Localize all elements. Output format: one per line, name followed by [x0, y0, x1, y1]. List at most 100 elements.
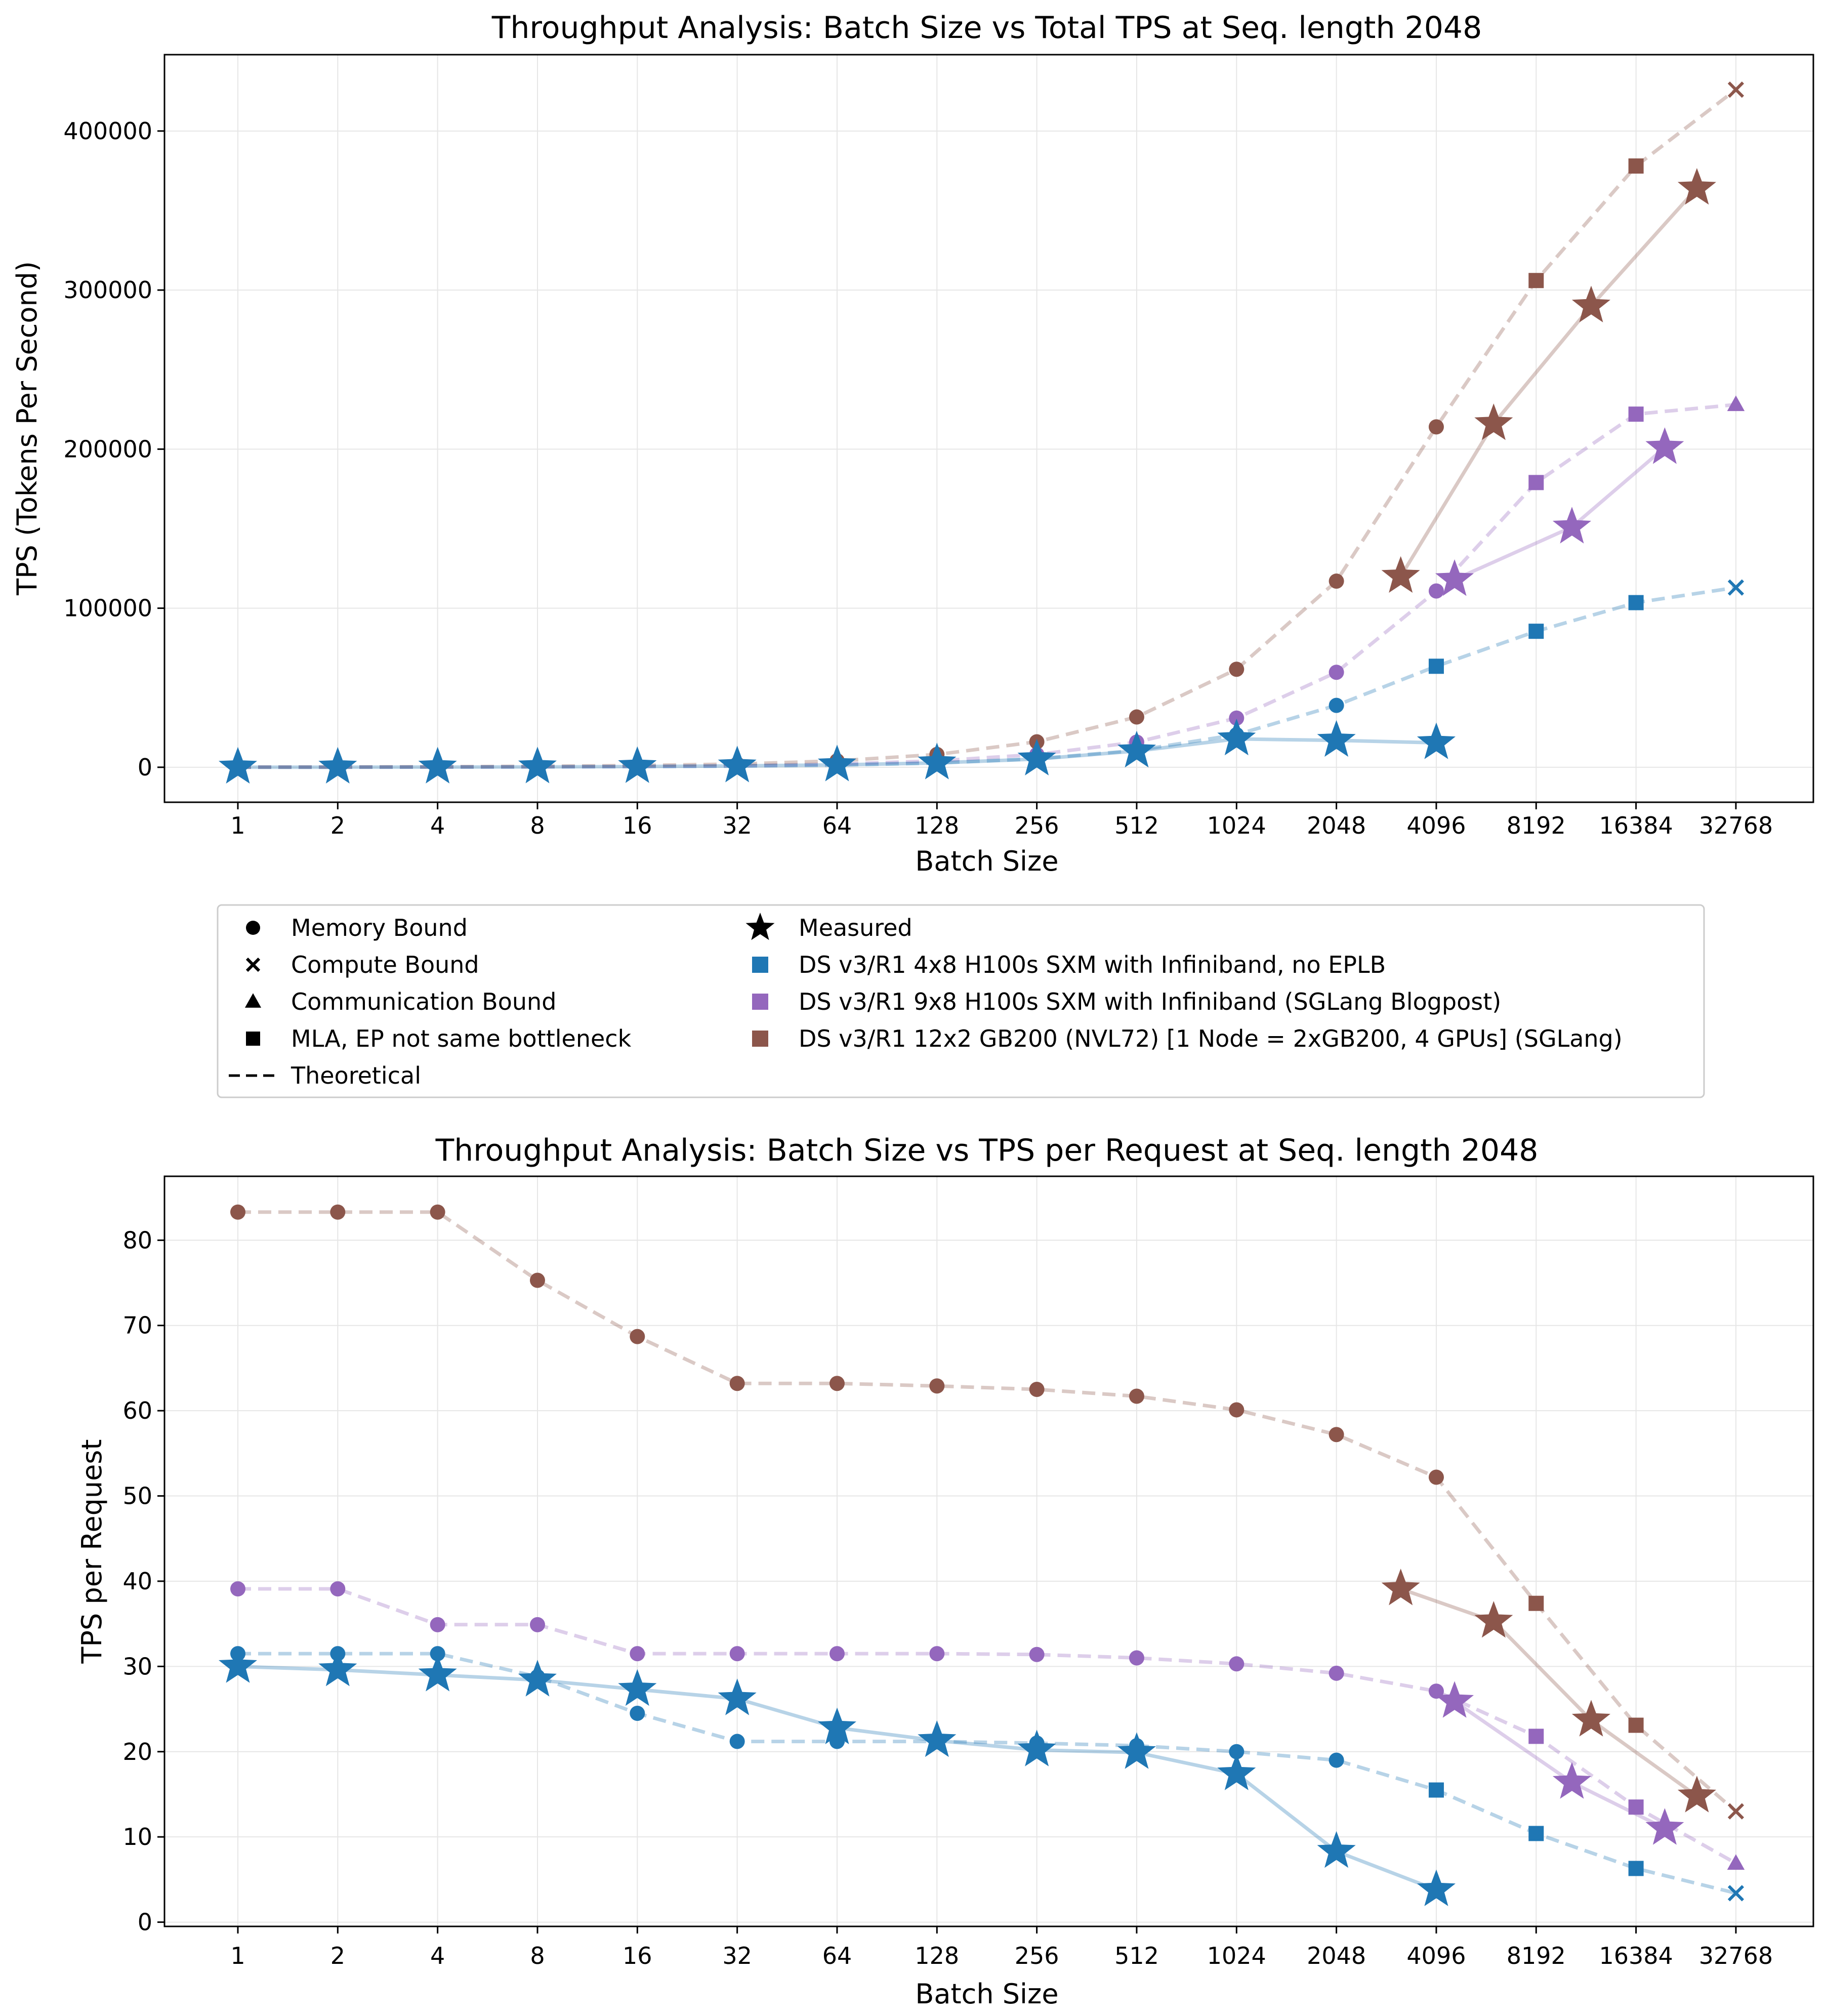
x-tick-label: 512	[1114, 1942, 1159, 1969]
theoretical-point	[529, 1272, 545, 1288]
legend-label: Memory Bound	[291, 914, 468, 941]
y-axis-label: TPS (Tokens Per Second)	[11, 261, 43, 596]
theoretical-point	[1428, 659, 1444, 674]
legend-star-swatch	[745, 913, 775, 940]
theoretical-point	[1727, 1854, 1745, 1870]
theoretical-point	[1229, 710, 1244, 726]
theoretical-point	[1628, 595, 1644, 610]
measured-point	[918, 743, 957, 779]
y-tick-label: 0	[138, 754, 152, 781]
measured-point	[1417, 1869, 1456, 1906]
theoretical-point	[1628, 1799, 1644, 1815]
x-axis-label: Batch Size	[915, 845, 1058, 877]
x-tick-label: 8	[530, 1942, 545, 1969]
theoretical-point	[929, 1646, 945, 1662]
plot-frame	[163, 1175, 1814, 1927]
theoretical-point	[1628, 406, 1644, 422]
measured-point	[618, 1669, 657, 1706]
theoretical-point	[1528, 1729, 1544, 1744]
theoretical-point	[1727, 1885, 1745, 1902]
theoretical-point	[630, 1646, 645, 1662]
theoretical-point	[1528, 624, 1544, 639]
measured-point	[1017, 1730, 1056, 1766]
theoretical-point	[1029, 1647, 1045, 1662]
x-tick-label: 4	[430, 812, 445, 839]
measured-point	[518, 1660, 557, 1697]
theoretical-point	[1428, 419, 1444, 435]
measured-point	[418, 747, 457, 784]
x-tick-label: 64	[822, 1942, 852, 1969]
theoretical-point	[729, 1646, 745, 1662]
legend-label: Compute Bound	[291, 951, 479, 978]
theoretical-point	[1528, 1595, 1544, 1611]
measured-point	[219, 1646, 257, 1683]
theoretical-point	[630, 1705, 645, 1721]
x-tick-label: 256	[1015, 1942, 1059, 1969]
theoretical-point	[330, 1581, 346, 1597]
measured-point	[1317, 1831, 1356, 1868]
x-tick-label: 1	[230, 1942, 245, 1969]
theoretical-point	[1727, 579, 1745, 596]
chart-title: Throughput Analysis: Batch Size vs Total…	[491, 10, 1482, 46]
theoretical-point	[1329, 1752, 1344, 1768]
measured-point	[318, 747, 357, 784]
legend-label: Theoretical	[290, 1062, 421, 1089]
legend-label: DS v3/R1 9x8 H100s SXM with Infiniband (…	[799, 988, 1501, 1015]
theoretical-point	[1329, 697, 1344, 713]
y-tick-label: 50	[122, 1483, 152, 1510]
x-tick-label: 16384	[1599, 1942, 1673, 1969]
measured-point	[318, 1650, 357, 1686]
measured-point	[618, 746, 657, 783]
x-axis-label: Batch Size	[915, 1978, 1058, 2010]
measured-point	[418, 1655, 457, 1692]
theoretical-line	[237, 88, 1737, 769]
measured-point	[1571, 1700, 1610, 1737]
legend-x-swatch	[245, 957, 261, 972]
measured-point	[1677, 1776, 1716, 1813]
legend-label: Measured	[799, 914, 912, 941]
x-tick-label: 32	[722, 1942, 752, 1969]
legend-frame	[217, 904, 1705, 1098]
x-tick-label: 16384	[1599, 812, 1673, 839]
theoretical-point	[1628, 158, 1644, 174]
x-tick-label: 2048	[1307, 1942, 1366, 1969]
theoretical-point	[1029, 1382, 1045, 1397]
measured-point	[718, 1678, 757, 1715]
x-tick-label: 16	[622, 1942, 652, 1969]
measured-point	[1117, 1732, 1156, 1769]
total-tps-chart: Throughput Analysis: Batch Size vs Total…	[11, 10, 1814, 877]
x-tick-label: 4096	[1406, 812, 1466, 839]
legend-label: Communication Bound	[291, 988, 556, 1015]
y-tick-label: 10	[122, 1823, 152, 1850]
measured-point	[817, 745, 856, 781]
y-tick-label: 40	[122, 1568, 152, 1595]
x-tick-label: 8192	[1507, 1942, 1566, 1969]
theoretical-line	[238, 1652, 1736, 1895]
x-tick-label: 512	[1114, 812, 1159, 839]
measured-point	[1217, 1753, 1256, 1790]
measured-line	[1400, 1587, 1698, 1798]
chart-title: Throughput Analysis: Batch Size vs TPS p…	[435, 1133, 1539, 1168]
y-tick-label: 300000	[63, 276, 152, 304]
x-tick-label: 256	[1015, 812, 1059, 839]
legend: Memory Bound Compute Bound Communication B…	[217, 904, 1705, 1098]
measured-point	[1474, 1601, 1513, 1638]
theoretical-point	[1727, 395, 1745, 412]
theoretical-point	[1329, 1665, 1344, 1681]
theoretical-point	[529, 1617, 545, 1632]
theoretical-point	[1528, 273, 1544, 289]
legend-color-swatch	[752, 1031, 768, 1047]
theoretical-point	[829, 1646, 845, 1662]
theoretical-point	[829, 1376, 845, 1391]
theoretical-point	[1229, 1744, 1244, 1759]
measured-point	[1645, 1808, 1684, 1845]
measured-point	[718, 746, 757, 783]
theoretical-point	[1428, 1469, 1444, 1485]
x-tick-label: 128	[915, 812, 959, 839]
x-tick-label: 1024	[1207, 812, 1266, 839]
theoretical-point	[1229, 1402, 1244, 1418]
y-tick-label: 20	[122, 1738, 152, 1765]
measured-point	[1217, 718, 1256, 756]
measured-point	[918, 1720, 957, 1757]
